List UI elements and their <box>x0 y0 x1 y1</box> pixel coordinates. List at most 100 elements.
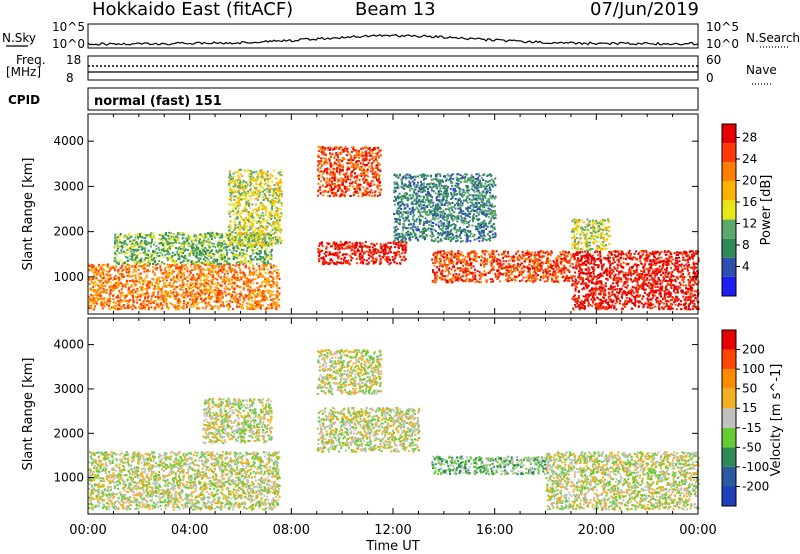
echo-cell <box>261 175 264 178</box>
echo-cell <box>221 258 223 261</box>
echo-cell <box>322 157 325 160</box>
echo-cell <box>358 178 361 181</box>
echo-cell <box>231 275 234 278</box>
echo-cell <box>367 175 370 178</box>
echo-cell <box>147 243 150 246</box>
echo-cell <box>321 151 324 153</box>
echo-cell <box>126 302 129 305</box>
echo-cell <box>192 277 195 280</box>
echo-cell <box>366 164 369 166</box>
echo-cell <box>379 170 382 173</box>
echo-cell <box>122 294 125 297</box>
echo-cell <box>469 201 472 204</box>
echo-cell <box>249 169 252 172</box>
echo-cell <box>280 204 283 207</box>
echo-cell <box>357 183 360 186</box>
echo-cell <box>141 304 144 307</box>
echo-cell <box>188 288 191 291</box>
echo-cell <box>222 244 224 246</box>
echo-cell <box>100 297 103 300</box>
echo-cell <box>126 260 129 262</box>
echo-cell <box>478 208 481 211</box>
echo-cell <box>322 177 325 180</box>
echo-cell <box>159 304 162 307</box>
echo-cell <box>110 307 112 310</box>
echo-cell <box>122 241 125 244</box>
echo-cell <box>250 305 253 308</box>
echo-cell <box>129 258 132 261</box>
echo-cell <box>220 250 223 253</box>
echo-cell <box>220 268 223 271</box>
echo-cell <box>274 236 277 239</box>
echo-cell <box>451 201 454 204</box>
echo-cell <box>133 239 136 242</box>
echo-cell <box>249 272 252 275</box>
echo-cell <box>248 296 251 299</box>
echo-cell <box>329 187 332 190</box>
echo-cell <box>155 245 158 248</box>
echo-cell <box>330 189 333 192</box>
echo-cell <box>379 191 382 194</box>
echo-cell <box>224 236 227 239</box>
echo-cell <box>356 190 358 193</box>
echo-cell <box>364 240 367 243</box>
echo-cell <box>345 247 348 250</box>
echo-cell <box>225 300 228 303</box>
echo-cell <box>187 259 190 262</box>
echo-cell <box>269 251 272 254</box>
echo-cell <box>236 257 239 260</box>
echo-cell <box>260 244 263 247</box>
echo-cell <box>249 244 252 247</box>
echo-cell <box>186 237 189 240</box>
echo-cell <box>105 289 108 292</box>
echo-cell <box>268 283 271 286</box>
echo-cell <box>179 232 182 235</box>
echo-cell <box>192 243 195 246</box>
echo-cell <box>113 283 116 286</box>
echo-cell <box>135 260 138 263</box>
echo-cell <box>259 185 262 188</box>
echo-cell <box>225 288 228 291</box>
echo-cell <box>255 220 258 223</box>
echo-cell <box>410 177 413 180</box>
echo-cell <box>450 223 453 226</box>
echo-cell <box>274 191 277 194</box>
echo-cell <box>200 271 203 273</box>
echo-cell <box>184 254 187 257</box>
echo-cell <box>372 180 375 183</box>
echo-cell <box>271 180 274 183</box>
echo-cell <box>439 214 442 217</box>
echo-cell <box>242 210 245 212</box>
echo-cell <box>186 248 189 251</box>
echo-cell <box>336 254 339 257</box>
echo-cell <box>186 276 189 279</box>
echo-cell <box>256 231 259 234</box>
beam-label: Beam 13 <box>355 0 436 20</box>
echo-cell <box>209 254 212 257</box>
echo-cell <box>92 271 95 274</box>
echo-cell <box>247 235 250 238</box>
echo-cell <box>210 238 213 240</box>
echo-cell <box>246 169 249 172</box>
echo-cell <box>191 246 194 249</box>
echo-cell <box>141 306 144 309</box>
echo-cell <box>251 300 254 303</box>
echo-cell <box>220 254 223 256</box>
echo-cell <box>317 145 320 148</box>
echo-cell <box>340 257 343 260</box>
echo-cell <box>136 287 139 290</box>
echo-cell <box>256 193 259 196</box>
echo-cell <box>271 228 274 231</box>
echo-cell <box>115 287 118 289</box>
echo-cell <box>269 212 272 215</box>
echo-cell <box>318 160 321 163</box>
echo-cell <box>337 188 340 191</box>
echo-cell <box>264 196 267 199</box>
echo-cell <box>189 251 192 254</box>
echo-cell <box>317 247 320 250</box>
echo-cell <box>166 284 168 287</box>
echo-cell <box>143 270 146 273</box>
echo-cell <box>161 285 164 288</box>
echo-cell <box>257 189 260 192</box>
echo-cell <box>349 178 352 181</box>
